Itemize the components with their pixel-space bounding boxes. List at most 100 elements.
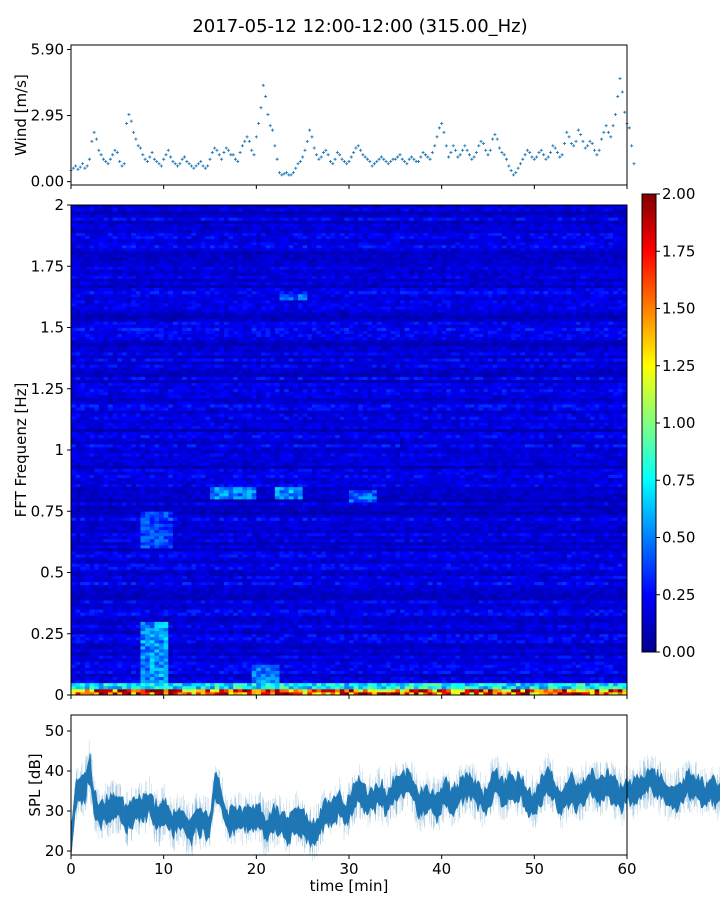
spectrogram-cell [140,367,146,371]
spectrogram-cell [163,223,169,227]
spectrogram-cell [135,223,141,227]
spectrogram-cell [177,401,183,405]
spectrogram-cell [98,538,104,543]
spectrogram-cell [126,685,132,690]
spectrogram-cell [154,440,160,445]
spectrogram-cell [126,290,132,295]
spectrogram-cell [80,306,86,310]
spectrogram-cell [200,483,206,488]
spectrogram-cell [84,293,90,298]
spectrogram-cell [200,370,206,374]
spectrogram-cell [135,600,141,604]
wind-point [597,148,601,152]
spectrogram-cell [172,551,178,555]
wind-point [372,162,376,166]
spectrogram-cell [98,590,104,595]
spectrogram-cell [145,483,151,488]
spectrogram-cell [103,281,109,286]
spectrogram-cell [163,281,169,286]
spectrogram-cell [103,541,109,546]
spectrogram-cell [149,428,155,433]
spectrogram-cell [196,205,202,209]
spectrogram-cell [182,646,188,650]
spectrogram-cell [126,600,132,604]
spectrogram-cell [89,517,95,521]
spectrogram-cell [154,416,160,420]
spectrogram-cell [98,535,104,540]
spectrogram-cell [94,520,100,524]
spectrogram-cell [108,327,114,331]
spectrogram-cell [186,685,192,690]
spectrogram-cell [140,391,146,396]
spectrogram-cell [159,471,165,475]
spectrogram-cell [196,211,202,215]
spectrogram-cell [94,226,100,230]
spectrogram-cell [84,238,90,243]
spectrogram-cell [135,290,141,295]
wind-x-ticks [70,185,628,189]
spectrogram-cell [89,348,95,353]
spectrogram-cell [196,223,202,227]
spectrogram-cell [182,223,188,227]
spectrogram-cell [98,296,104,301]
spectrogram-cell [182,312,188,316]
spectrogram-cell [182,287,188,292]
spectrogram-cell [177,446,183,451]
spectrogram-cell [182,520,188,524]
spectrogram-cell [103,391,109,396]
spectrogram-cell [103,275,109,279]
spectrogram-cell [177,664,183,668]
spectrogram-cell [154,615,160,619]
spectrogram-cell [126,581,132,586]
spectrogram-cell [131,535,137,540]
spectrogram-cell [168,615,174,619]
spectrogram-cell [117,658,123,662]
wind-point [120,164,124,168]
spectrogram-cell [177,263,183,267]
wind-point [328,159,332,163]
spectrogram-cell [103,462,109,466]
spectrogram-cell [135,673,141,678]
spectrogram-cell [196,597,202,601]
spectrogram-cell [145,254,151,258]
spectrogram-cell [89,355,95,359]
spectrogram-cell [135,303,141,307]
spectrogram-cell [186,309,192,313]
spectrogram-cell [172,502,178,506]
spectrogram-cell [163,416,169,420]
spectrogram-cell [112,642,118,647]
spectrogram-cell [89,284,95,289]
spectrogram-cell [145,367,151,371]
spectrogram-cell [186,511,192,515]
spectrogram-cell [191,211,197,215]
spectrogram-cell [168,593,174,598]
spectrogram-cell [94,440,100,445]
spectrogram-cell [94,468,100,472]
spectrogram-cell [196,612,202,616]
spectrogram-cell [196,263,202,267]
spectrogram-cell [163,437,169,442]
spectrogram-cell [126,232,132,237]
spectrogram-cell [182,639,188,644]
spectrogram-cell [126,505,132,509]
spectrogram-cell [191,361,197,365]
spectrogram-cell [94,511,100,515]
spectrogram-cell [112,609,118,613]
spectrogram-cell [94,443,100,448]
spectrogram-cell [168,250,174,255]
spectrogram-cell [205,489,211,494]
spectrogram-cell [177,434,183,439]
wind-point [435,135,439,139]
spectrogram-cell [163,250,169,255]
spectrogram-cell [121,214,127,218]
spectrogram-cell [126,612,132,616]
spectrogram-cell [145,290,151,295]
spectrogram-cell [140,621,146,625]
spectrogram-cell [159,382,165,387]
spectrogram-cell [177,342,183,347]
spectrogram-cell [159,627,165,632]
spectrogram-cell [196,431,202,436]
spectrogram-cell [140,688,146,693]
spectrogram-cell [154,480,160,485]
spectrogram-cell [191,633,197,638]
